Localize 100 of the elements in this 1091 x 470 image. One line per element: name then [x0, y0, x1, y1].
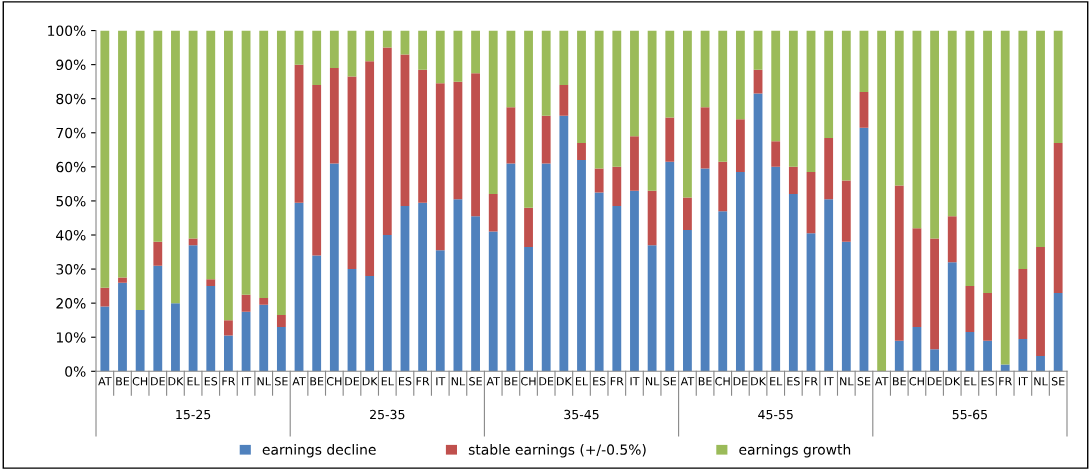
bar	[824, 137, 834, 200]
bar	[735, 30, 745, 120]
bar	[859, 91, 869, 128]
y-tick-label: 50%	[56, 195, 86, 207]
bar	[471, 30, 480, 74]
text: 45-55	[758, 409, 793, 420]
y-tick-label: 100%	[48, 25, 86, 37]
bar	[347, 30, 357, 77]
bar	[806, 171, 816, 234]
bar	[541, 30, 551, 116]
bar	[1018, 269, 1028, 339]
x-tick-label: SE	[469, 377, 482, 386]
bar	[418, 202, 428, 372]
x-tick-label: DK	[168, 377, 184, 386]
text: 35-45	[564, 409, 599, 420]
bar	[312, 30, 322, 86]
x-tick-label: NL	[257, 377, 271, 386]
bar	[594, 192, 604, 372]
bar	[683, 30, 692, 198]
bar	[153, 241, 163, 266]
bar	[630, 30, 639, 137]
x-tick-label: NL	[1034, 377, 1048, 386]
x-tick-label: FR	[416, 377, 430, 386]
bar	[135, 309, 145, 372]
bar	[224, 320, 233, 336]
bar	[841, 30, 851, 181]
bar	[630, 190, 639, 372]
bar	[947, 262, 957, 372]
bar	[418, 69, 428, 203]
bar	[612, 166, 622, 207]
bar	[665, 117, 675, 162]
bar	[453, 30, 463, 82]
bar	[488, 194, 498, 232]
bar	[894, 185, 904, 341]
bar	[276, 327, 286, 372]
bar	[771, 30, 781, 142]
bar	[983, 340, 992, 372]
bar	[329, 68, 339, 164]
bar	[365, 275, 375, 372]
bar	[1036, 246, 1045, 356]
bar	[188, 238, 198, 246]
x-tick-label: IT	[824, 377, 834, 386]
x-tick-label: NL	[451, 377, 466, 386]
bar	[294, 202, 304, 372]
bar	[665, 161, 675, 372]
bar	[206, 279, 216, 287]
bar	[577, 160, 586, 372]
x-tick-label: CH	[132, 377, 148, 386]
y-tick-label: 80%	[56, 93, 86, 105]
x-tick-label: ES	[981, 377, 994, 386]
bar	[188, 30, 198, 239]
x-tick-label: FR	[610, 377, 624, 386]
bar	[912, 30, 922, 229]
x-tick-label: CH	[521, 377, 536, 386]
bar	[100, 306, 110, 372]
x-tick-label: ES	[399, 377, 412, 386]
x-tick-label: IT	[630, 377, 640, 386]
text: 15-25	[176, 409, 211, 420]
y-tick-label: 90%	[56, 59, 86, 71]
x-tick-label: SE	[1051, 377, 1065, 386]
bar	[753, 69, 763, 94]
bar	[630, 136, 639, 191]
bar	[559, 85, 569, 116]
bar	[1000, 364, 1010, 372]
x-tick-label: EL	[381, 377, 394, 386]
bar	[824, 199, 834, 372]
legend-label: earnings growth	[739, 444, 851, 458]
bar	[276, 30, 286, 316]
bar	[206, 30, 216, 280]
x-tick-label: EL	[575, 377, 589, 386]
bar	[718, 161, 728, 212]
bar	[612, 30, 622, 167]
bar	[312, 85, 322, 256]
x-tick-label: FR	[805, 377, 818, 386]
x-tick-label: EL	[964, 377, 977, 386]
bar	[559, 115, 569, 372]
bar	[753, 93, 763, 372]
bar	[577, 30, 586, 143]
x-tick-label: AT	[874, 377, 889, 386]
bar	[647, 30, 657, 191]
bar	[735, 119, 745, 172]
x-tick-label: FR	[999, 377, 1012, 386]
text: 55-65	[952, 409, 987, 420]
bar	[206, 286, 216, 372]
bar	[718, 211, 728, 372]
bar	[841, 241, 851, 372]
bar	[506, 163, 516, 372]
text: 25-35	[370, 409, 405, 420]
bar	[612, 206, 622, 372]
bar	[771, 166, 781, 372]
bar	[418, 30, 428, 70]
bar	[806, 30, 816, 172]
legend-label: stable earnings (+/-0.5%)	[468, 444, 646, 458]
x-tick-label: NL	[645, 377, 660, 386]
bar	[382, 47, 392, 235]
bar	[347, 76, 357, 270]
bar	[100, 287, 110, 307]
x-tick-label: AT	[292, 377, 306, 386]
bar	[983, 292, 992, 341]
bar	[259, 304, 269, 372]
